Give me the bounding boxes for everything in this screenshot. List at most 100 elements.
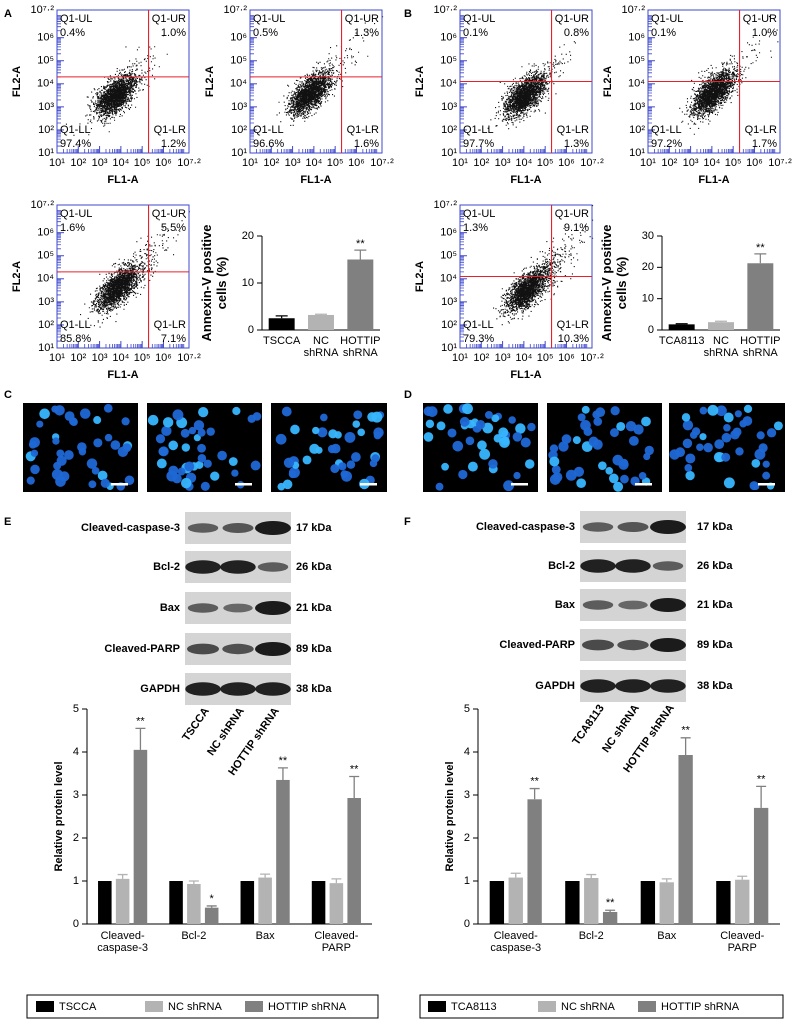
nucleus <box>180 428 190 438</box>
nucleus <box>353 410 363 420</box>
legend-swatch <box>245 1001 263 1012</box>
x-tick-label: 10⁷·² <box>177 157 201 169</box>
y-tick-label: 2 <box>464 832 470 844</box>
legend-swatch <box>145 1001 163 1012</box>
blot-band <box>580 679 616 693</box>
blot-row-label: Bax <box>555 599 576 611</box>
y-axis-label: FL2-A <box>602 66 614 97</box>
x-tick-label: 10¹ <box>452 352 468 364</box>
event-cloud <box>679 16 779 135</box>
nucleus <box>172 409 184 421</box>
nucleus <box>572 436 581 445</box>
x-tick-label: 10⁵ <box>725 157 742 169</box>
bar <box>169 881 183 924</box>
blot-band <box>582 522 614 532</box>
blot-band <box>187 523 219 533</box>
nucleus <box>685 470 695 481</box>
nucleus <box>309 443 320 454</box>
quadrant-percent: 1.3% <box>354 27 379 39</box>
scale-bar <box>758 483 775 486</box>
x-tick-label: Cleaved-caspase-3 <box>97 930 148 955</box>
y-tick-label: 10³ <box>38 101 54 113</box>
nucleus <box>64 411 75 422</box>
x-tick-label: 10² <box>473 157 489 169</box>
quadrant-percent: 1.3% <box>564 138 589 150</box>
nucleus <box>644 445 654 456</box>
y-axis-label: Relative protein level <box>53 761 65 871</box>
nucleus <box>723 477 735 489</box>
bar <box>276 779 290 924</box>
y-tick-label: 10¹ <box>441 342 457 354</box>
y-axis-label: FL2-A <box>11 261 23 292</box>
panel-label: E <box>4 516 11 528</box>
quadrant-percent: 1.0% <box>161 27 186 39</box>
nucleus <box>373 431 382 440</box>
legend-label: HOTTIP shRNA <box>268 1001 347 1013</box>
nucleus <box>172 473 182 484</box>
nucleus <box>100 478 110 488</box>
y-tick-label: 4 <box>73 746 79 758</box>
nucleus <box>121 417 130 426</box>
bar <box>489 881 505 924</box>
nucleus <box>435 482 444 491</box>
nucleus <box>338 462 347 471</box>
y-tick-label: 10⁷·² <box>30 4 54 16</box>
nucleus <box>477 440 487 451</box>
x-tick-label: 10⁷·² <box>768 157 792 169</box>
nucleus <box>524 459 535 469</box>
y-tick-label: 10² <box>441 319 457 331</box>
nucleus <box>281 406 292 417</box>
quadrant-name: Q1-LR <box>154 319 186 331</box>
blot-band <box>187 643 219 655</box>
nucleus <box>749 481 759 491</box>
blot-band <box>615 559 651 573</box>
legend-swatch <box>428 1001 446 1012</box>
x-tick-label: 10⁶ <box>558 157 575 169</box>
x-tick-label: 10³ <box>495 157 511 169</box>
nucleus <box>577 413 586 422</box>
blot-band <box>617 522 649 532</box>
y-tick-label: 10⁶ <box>440 227 457 239</box>
y-tick-label: 10⁴ <box>440 78 457 90</box>
blot-size-label: 21 kDa <box>697 599 733 611</box>
legend-label: NC shRNA <box>168 1001 222 1013</box>
y-tick-label: 5 <box>73 703 79 715</box>
nucleus <box>54 405 65 416</box>
blot-size-label: 89 kDa <box>697 639 733 651</box>
y-tick-label: 20 <box>642 261 654 273</box>
nucleus <box>576 478 587 489</box>
nucleus <box>465 436 475 446</box>
nucleus <box>513 471 521 480</box>
x-tick-label: TCA8113 <box>658 335 705 347</box>
quadrant-name: Q1-UL <box>651 13 683 25</box>
x-tick-label: 10⁴ <box>515 157 532 169</box>
bar <box>747 263 774 330</box>
y-axis-label-box: Annexin-V positive cells (%) <box>200 224 229 341</box>
y-tick-label: 10⁵ <box>440 55 457 67</box>
nucleus <box>684 464 693 472</box>
y-tick-label: 10⁴ <box>37 78 54 90</box>
x-tick-label: 10⁵ <box>134 352 151 364</box>
blot-band <box>255 682 291 696</box>
nucleus <box>341 470 352 482</box>
quadrant-name: Q1-UL <box>60 208 92 220</box>
y-axis-label: FL2-A <box>414 66 426 97</box>
y-tick-label: 10⁶ <box>230 32 247 44</box>
nucleus <box>552 472 563 483</box>
y-tick-label: 0 <box>73 918 79 930</box>
error-bar <box>529 787 540 800</box>
blot-band <box>255 521 291 535</box>
nucleus <box>498 427 509 438</box>
blot-band <box>255 601 291 615</box>
bar <box>347 259 374 330</box>
y-tick-label: 10⁷·² <box>433 199 457 211</box>
blot-row-label: Bcl-2 <box>153 561 180 573</box>
y-tick-label: 10⁷·² <box>433 4 457 16</box>
y-tick-label: 10¹ <box>38 342 54 354</box>
y-tick-label: 0 <box>648 324 654 336</box>
y-tick-label: 10³ <box>441 296 457 308</box>
nucleus <box>459 416 470 427</box>
y-axis-label: FL2-A <box>11 66 23 97</box>
nucleus <box>721 452 731 462</box>
nucleus <box>685 453 696 464</box>
